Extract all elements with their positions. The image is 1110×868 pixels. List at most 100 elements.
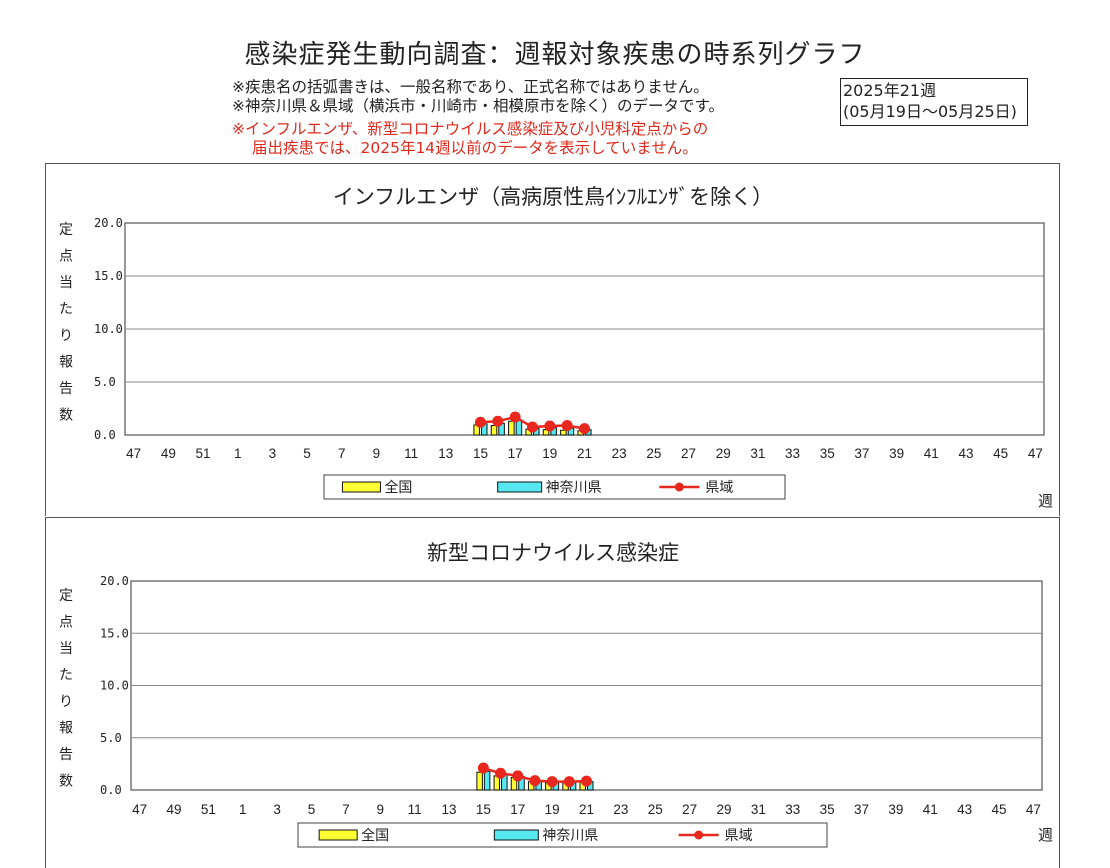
x-tick-label: 13 — [438, 446, 453, 461]
x-axis-label: 週 — [1038, 826, 1053, 844]
x-tick-label: 39 — [888, 802, 903, 817]
x-tick-label: 3 — [269, 446, 277, 461]
y-tick-label: 5.0 — [94, 375, 116, 389]
x-tick-label: 37 — [854, 446, 869, 461]
bar-national — [490, 424, 498, 436]
point-prefecture — [529, 775, 541, 787]
bar-kanagawa — [483, 770, 491, 791]
y-axis-label-char: 当 — [59, 275, 73, 291]
x-tick-label: 11 — [404, 446, 418, 461]
x-tick-label: 49 — [161, 446, 176, 461]
x-tick-label: 47 — [132, 802, 147, 817]
y-axis-label-char: 数 — [59, 408, 73, 424]
point-prefecture — [544, 420, 556, 432]
red-note-line-2: 届出疾患では、2025年14週以前のデータを表示していません。 — [252, 139, 698, 157]
legend-label-prefecture: 県域 — [725, 828, 753, 844]
x-tick-label: 1 — [234, 446, 242, 461]
point-prefecture — [512, 770, 524, 782]
x-tick-label: 51 — [196, 446, 211, 461]
x-tick-label: 25 — [648, 802, 663, 817]
legend-swatch-kanagawa — [493, 829, 539, 841]
x-tick-label: 39 — [889, 446, 904, 461]
legend-label-kanagawa: 神奈川県 — [546, 480, 602, 496]
x-tick-label: 17 — [508, 446, 523, 461]
x-tick-label: 17 — [510, 802, 525, 817]
x-tick-label: 15 — [476, 802, 491, 817]
legend: 全国 神奈川県 県域 — [297, 822, 828, 848]
y-tick-label: 20.0 — [94, 216, 123, 230]
x-tick-label: 37 — [854, 802, 869, 817]
x-tick-label: 19 — [545, 802, 560, 817]
x-tick-label: 27 — [682, 802, 697, 817]
y-tick-label: 10.0 — [94, 322, 123, 336]
chart-title: 新型コロナウイルス感染症 — [427, 541, 679, 565]
x-tick-label: 45 — [992, 802, 1007, 817]
x-tick-label: 5 — [303, 446, 311, 461]
y-axis-label-char: 告 — [59, 747, 73, 763]
x-tick-label: 47 — [1028, 446, 1043, 461]
x-tick-label: 21 — [579, 802, 594, 817]
x-tick-label: 7 — [342, 802, 350, 817]
x-tick-label: 41 — [924, 446, 939, 461]
legend-box — [323, 474, 786, 500]
x-tick-label: 13 — [441, 802, 456, 817]
y-tick-label: 5.0 — [100, 731, 122, 745]
point-prefecture — [509, 411, 521, 423]
legend-swatch-kanagawa — [497, 481, 543, 493]
y-axis-label-char: 点 — [59, 249, 73, 265]
legend-label-kanagawa: 神奈川県 — [542, 828, 598, 844]
legend: 全国 神奈川県 県域 — [323, 474, 786, 500]
note-line-1: ※疾患名の括弧書きは、一般名称であり、正式名称ではありません。 — [232, 78, 709, 96]
y-tick-label: 15.0 — [94, 269, 123, 283]
x-tick-label: 1 — [239, 802, 247, 817]
x-axis-label: 週 — [1038, 492, 1053, 510]
x-tick-label: 33 — [785, 802, 800, 817]
point-prefecture — [546, 776, 558, 788]
x-tick-label: 9 — [373, 446, 381, 461]
x-tick-label: 11 — [408, 802, 422, 817]
week-range: (05月19日～05月25日) — [843, 102, 1017, 121]
chart-title: インフルエンザ（高病原性鳥ｲﾝﾌﾙｴﾝｻﾞを除く） — [333, 185, 773, 209]
y-axis-label-char: 当 — [59, 641, 73, 657]
x-tick-label: 49 — [166, 802, 181, 817]
x-tick-label: 43 — [958, 446, 973, 461]
x-tick-label: 25 — [646, 446, 661, 461]
point-prefecture — [579, 423, 590, 435]
legend-swatch-national — [341, 481, 381, 493]
week-label: 2025年21週 — [843, 81, 937, 100]
chart-panel-covid: 新型コロナウイルス感染症 20.0 15.0 10.0 5.0 0.0 定点当たり報告数 47… — [45, 517, 1060, 868]
y-axis-label-char: 報 — [59, 355, 73, 371]
bar-national — [560, 429, 567, 436]
red-note-line-1: ※インフルエンザ、新型コロナウイルス感染症及び小児科定点からの — [232, 120, 709, 138]
x-tick-label: 9 — [376, 802, 384, 817]
y-axis-label-char: た — [59, 668, 73, 684]
x-tick-label: 51 — [201, 802, 216, 817]
x-tick-label: 21 — [577, 446, 592, 461]
y-tick-label: 0.0 — [100, 783, 122, 797]
x-tick-label: 31 — [751, 802, 766, 817]
x-tick-label: 27 — [681, 446, 696, 461]
point-prefecture — [477, 762, 489, 774]
x-tick-label: 45 — [993, 446, 1008, 461]
legend-label-national: 全国 — [361, 827, 389, 844]
x-tick-label: 47 — [126, 446, 141, 461]
x-tick-label: 19 — [542, 446, 557, 461]
x-tick-label: 23 — [613, 802, 628, 817]
x-tick-label: 41 — [923, 802, 938, 817]
bar-national — [476, 771, 483, 791]
x-tick-label: 15 — [473, 446, 488, 461]
y-axis-label-char: た — [59, 302, 73, 318]
x-tick-label: 5 — [308, 802, 316, 817]
x-tick-label: 33 — [785, 446, 800, 461]
x-tick-label: 23 — [612, 446, 627, 461]
point-prefecture — [474, 416, 486, 428]
point-prefecture — [492, 415, 504, 427]
legend-marker-prefecture — [674, 482, 684, 492]
y-axis-label-char: 報 — [59, 721, 73, 737]
y-axis-label-char: り — [59, 694, 73, 710]
legend-marker-prefecture — [694, 830, 704, 840]
legend-box — [297, 822, 828, 848]
point-prefecture — [561, 419, 573, 431]
y-tick-label: 0.0 — [94, 428, 116, 442]
